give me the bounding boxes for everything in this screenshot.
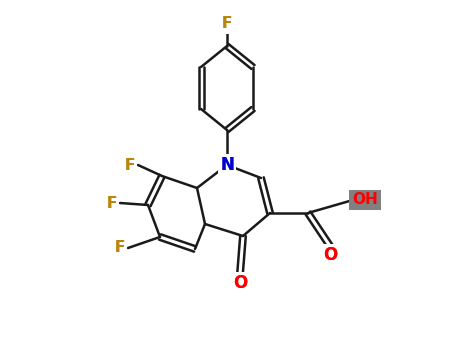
Text: F: F: [115, 240, 125, 256]
Text: F: F: [222, 16, 232, 32]
Text: F: F: [107, 196, 117, 210]
Text: F: F: [125, 158, 135, 173]
Text: F: F: [115, 240, 125, 256]
Text: OH: OH: [352, 193, 378, 208]
Text: OH: OH: [352, 193, 378, 208]
Text: O: O: [323, 246, 337, 264]
Text: O: O: [233, 274, 247, 292]
Text: N: N: [220, 156, 234, 174]
Text: N: N: [220, 156, 234, 174]
Text: O: O: [233, 274, 247, 292]
Text: F: F: [222, 16, 232, 32]
Text: F: F: [107, 196, 117, 210]
Text: F: F: [125, 158, 135, 173]
Text: O: O: [323, 246, 337, 264]
